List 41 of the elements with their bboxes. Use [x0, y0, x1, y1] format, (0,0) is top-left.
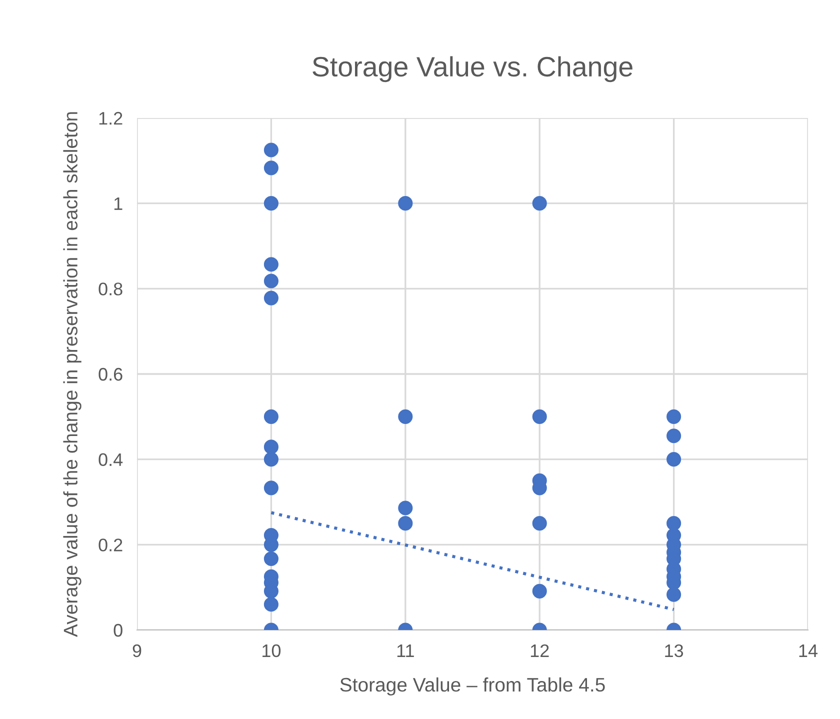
y-tick-label: 1.2 [99, 112, 122, 125]
point [666, 587, 682, 602]
x-tick-label: 9 [132, 644, 142, 658]
point [264, 142, 278, 158]
x-tick-label: 10 [262, 644, 281, 658]
y-axis-title: Average value of the change in preservation in each skeleton [63, 112, 82, 637]
x-tick-label: 12 [530, 644, 549, 657]
point [264, 274, 278, 288]
x-tick-label: 11 [397, 644, 414, 657]
x-axis-title: Storage Value – from Table 4.5 [340, 677, 605, 696]
point [532, 516, 547, 531]
point [264, 440, 278, 454]
point [666, 428, 682, 444]
point [264, 196, 278, 211]
y-tick-label: 0.8 [98, 282, 122, 296]
x-tick-label: 13 [665, 644, 684, 658]
point [264, 290, 278, 306]
x-tick-label: 14 [799, 644, 818, 657]
point [666, 452, 682, 467]
point [264, 409, 278, 424]
point [666, 409, 682, 424]
point [264, 551, 278, 566]
point [398, 409, 413, 424]
point [532, 196, 547, 211]
point [264, 480, 278, 496]
y-tick-label: 0 [114, 624, 122, 637]
point [532, 584, 547, 598]
y-tick-label: 0.2 [98, 538, 122, 552]
chart-title: Storage Value vs. Change [312, 56, 632, 82]
point [398, 196, 413, 211]
y-tick-label: 1 [114, 197, 122, 210]
point [264, 160, 278, 176]
point [398, 516, 413, 531]
point [398, 500, 413, 516]
point [666, 516, 682, 531]
y-tick-label: 0.6 [98, 368, 122, 381]
point [264, 452, 278, 467]
point [264, 257, 278, 272]
point [532, 409, 547, 424]
y-tick-label: 0.4 [98, 453, 123, 466]
point [264, 597, 278, 612]
